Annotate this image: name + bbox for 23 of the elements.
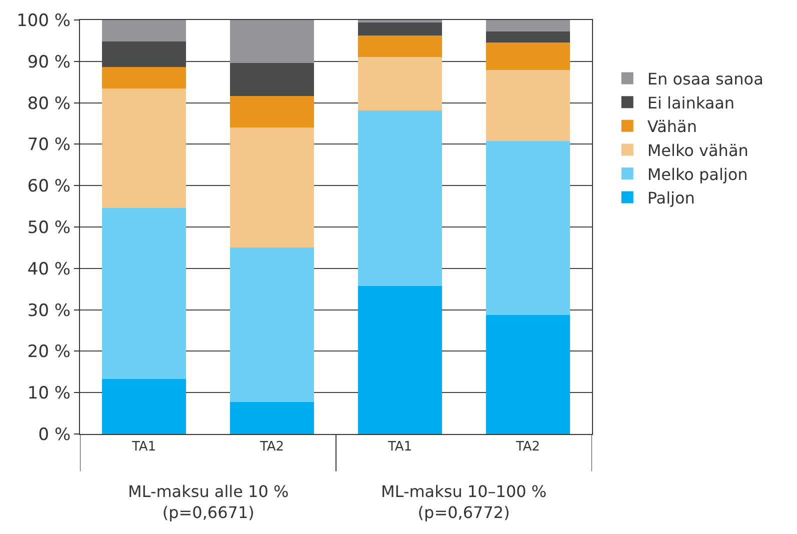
y-tick-label: 0 % bbox=[38, 424, 71, 445]
y-tick-label: 70 % bbox=[27, 135, 71, 156]
y-tick-label: 80 % bbox=[27, 94, 71, 114]
x-tick-label: TA2 bbox=[258, 440, 284, 455]
text: ML-maksu 10–100 % (p=0,6772) bbox=[381, 482, 547, 522]
legend-label: Melko vähän bbox=[647, 140, 748, 160]
x-tick-label: TA2 bbox=[514, 440, 540, 455]
y-tick-label: 90 % bbox=[27, 52, 71, 72]
legend-label: En osaa sanoa bbox=[647, 70, 764, 89]
legend-label: Melko paljon bbox=[647, 164, 748, 184]
y-tick-label: 50 % bbox=[27, 218, 71, 238]
y-tick-label: 20 % bbox=[27, 342, 71, 362]
x-tick-label: TA1 bbox=[130, 440, 156, 455]
y-tick-label: 60 % bbox=[27, 176, 71, 197]
y-tick-label: 100 % bbox=[16, 10, 71, 31]
x-tick-label: TA1 bbox=[386, 440, 412, 455]
legend-label: Ei lainkaan bbox=[647, 93, 735, 112]
text: ML-maksu alle 10 % (p=0,6671) bbox=[128, 482, 289, 522]
y-tick-label: 40 % bbox=[27, 259, 71, 280]
y-tick-label: 30 % bbox=[27, 300, 71, 321]
legend-label: Paljon bbox=[647, 188, 695, 208]
y-tick-label: 10 % bbox=[27, 384, 71, 404]
legend-label: Vähän bbox=[647, 117, 697, 136]
